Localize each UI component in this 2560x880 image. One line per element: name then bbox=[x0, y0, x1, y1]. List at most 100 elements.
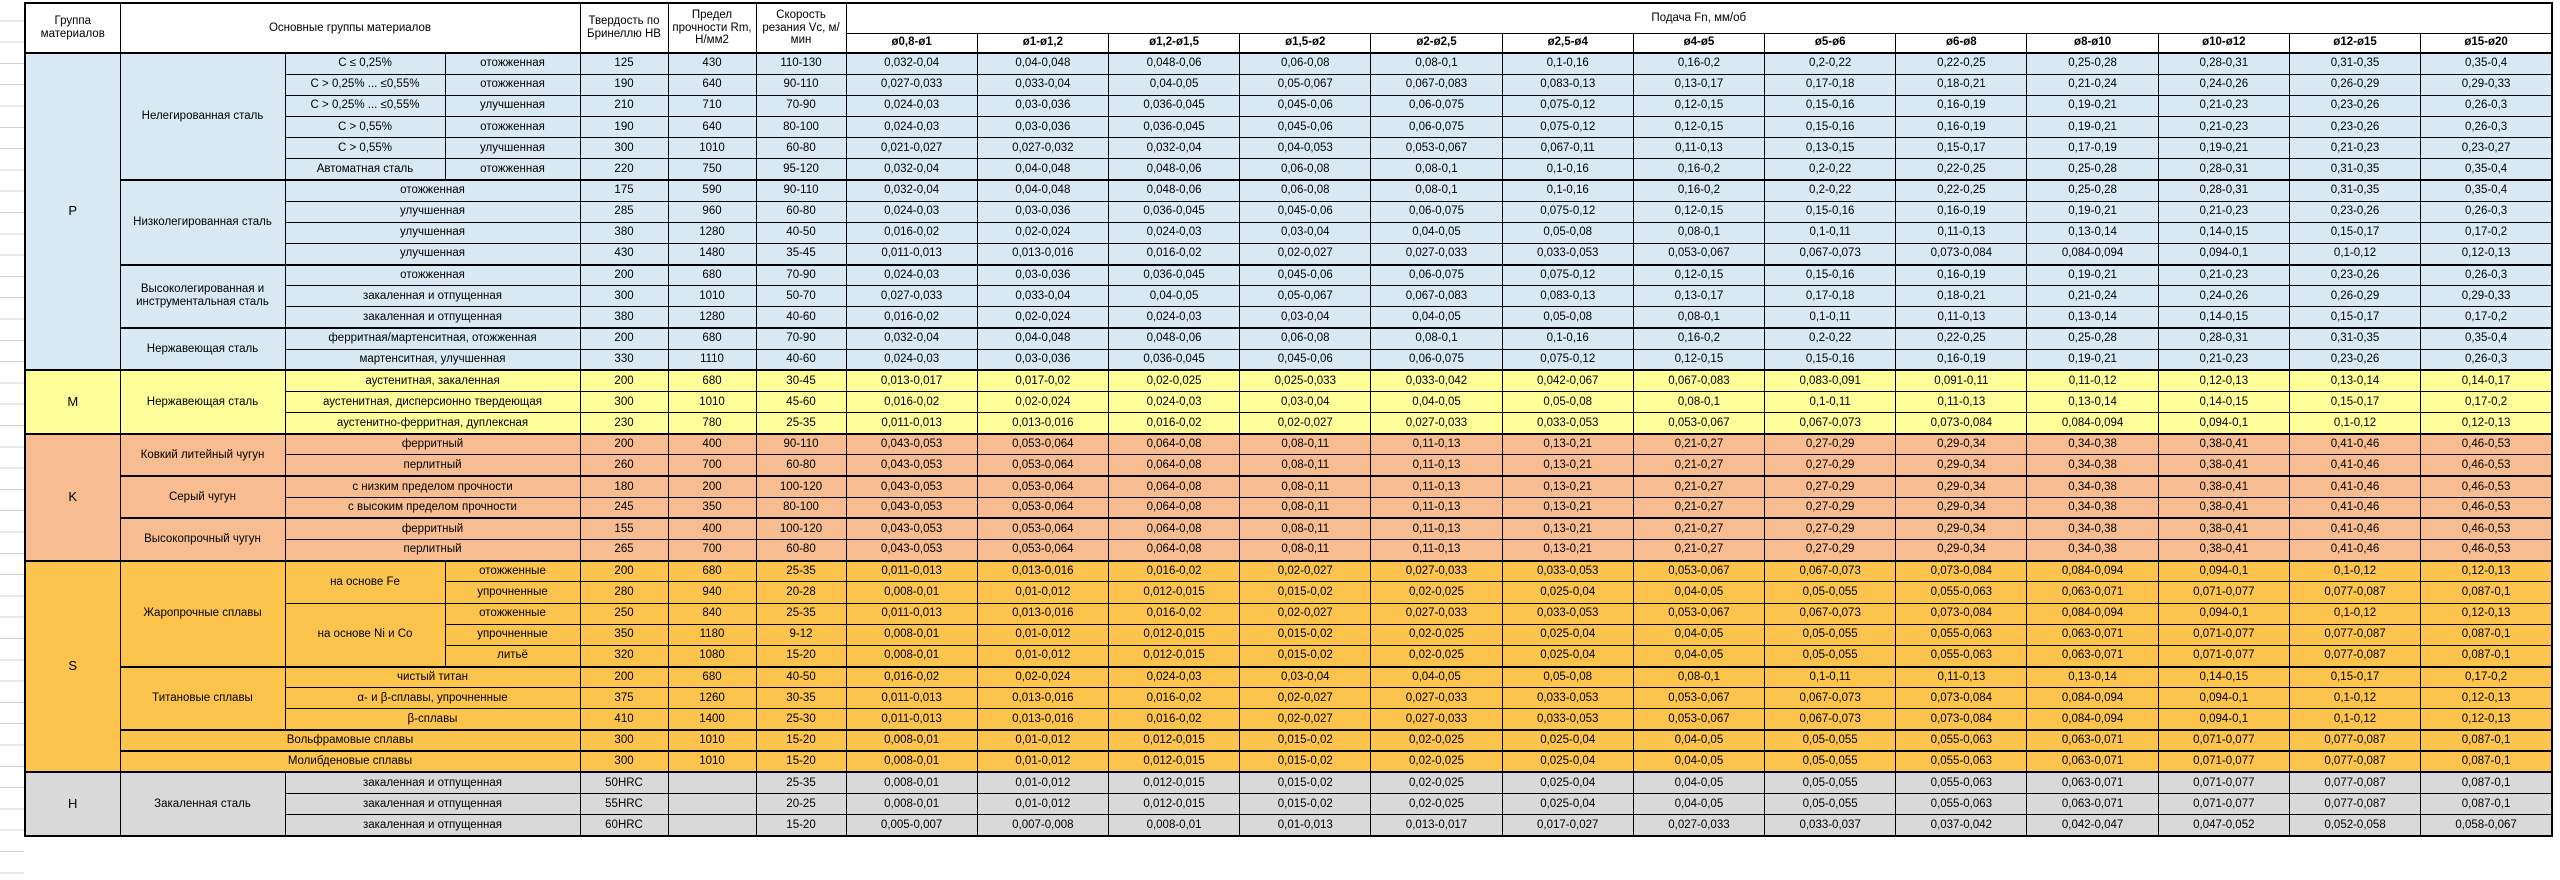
strength-cell[interactable]: 680 bbox=[667, 263, 757, 287]
hardness-cell[interactable]: 300 bbox=[579, 750, 669, 773]
feed-cell[interactable]: 0,17-0,19 bbox=[2026, 137, 2159, 160]
feed-cell[interactable]: 0,27-0,29 bbox=[1764, 432, 1897, 456]
feed-cell[interactable]: 0,13-0,14 bbox=[2026, 221, 2159, 244]
feed-cell[interactable]: 0,084-0,094 bbox=[2026, 242, 2159, 266]
feed-cell[interactable]: 0,043-0,053 bbox=[845, 454, 978, 477]
feed-cell[interactable]: 0,048-0,06 bbox=[1107, 178, 1241, 202]
feed-cell[interactable]: 0,025-0,04 bbox=[1501, 623, 1634, 646]
feed-cell[interactable]: 0,11-0,13 bbox=[1895, 306, 2028, 329]
feed-cell[interactable]: 0,008-0,01 bbox=[1107, 814, 1241, 837]
feed-cell[interactable]: 0,012-0,015 bbox=[1107, 728, 1241, 752]
col-header-diameter[interactable]: ø4-ø5 bbox=[1632, 32, 1766, 54]
feed-cell[interactable]: 0,036-0,045 bbox=[1107, 94, 1241, 117]
feed-cell[interactable]: 0,16-0,19 bbox=[1895, 200, 2028, 223]
feed-cell[interactable]: 0,1-0,12 bbox=[2288, 602, 2422, 625]
condition-cell[interactable]: отожженные bbox=[444, 559, 581, 583]
feed-cell[interactable]: 0,08-0,11 bbox=[1239, 496, 1372, 519]
material-cell[interactable]: на основе Ni и Co bbox=[284, 602, 446, 668]
strength-cell[interactable]: 1110 bbox=[667, 348, 757, 371]
strength-cell[interactable]: 960 bbox=[667, 200, 757, 223]
feed-cell[interactable]: 0,08-0,1 bbox=[1370, 158, 1503, 181]
speed-cell[interactable]: 35-45 bbox=[755, 242, 847, 266]
feed-cell[interactable]: 0,16-0,2 bbox=[1632, 51, 1766, 75]
feed-cell[interactable]: 0,087-0,1 bbox=[2420, 644, 2553, 668]
speed-cell[interactable]: 20-25 bbox=[755, 792, 847, 816]
col-header-main-groups[interactable]: Основные группы материалов bbox=[119, 2, 581, 54]
strength-cell[interactable]: 1010 bbox=[667, 137, 757, 160]
strength-cell[interactable]: 430 bbox=[667, 51, 757, 75]
feed-cell[interactable]: 0,053-0,067 bbox=[1632, 242, 1766, 266]
group-letter-cell[interactable]: P bbox=[24, 51, 121, 371]
feed-cell[interactable]: 0,073-0,084 bbox=[1895, 602, 2028, 625]
hardness-cell[interactable]: 380 bbox=[579, 221, 669, 244]
feed-cell[interactable]: 0,016-0,02 bbox=[1107, 412, 1241, 435]
feed-cell[interactable]: 0,28-0,31 bbox=[2157, 158, 2290, 181]
feed-cell[interactable]: 0,06-0,075 bbox=[1370, 115, 1503, 139]
feed-cell[interactable]: 0,26-0,29 bbox=[2288, 285, 2422, 308]
feed-cell[interactable]: 0,01-0,013 bbox=[1239, 814, 1372, 837]
feed-cell[interactable]: 0,02-0,025 bbox=[1370, 644, 1503, 668]
feed-cell[interactable]: 0,19-0,21 bbox=[2026, 94, 2159, 117]
feed-cell[interactable]: 0,042-0,047 bbox=[2026, 814, 2159, 837]
feed-cell[interactable]: 0,23-0,26 bbox=[2288, 115, 2422, 139]
feed-cell[interactable]: 0,024-0,03 bbox=[845, 200, 978, 223]
feed-cell[interactable]: 0,045-0,06 bbox=[1239, 115, 1372, 139]
hardness-cell[interactable]: 320 bbox=[579, 644, 669, 668]
feed-cell[interactable]: 0,04-0,05 bbox=[1370, 306, 1503, 329]
feed-cell[interactable]: 0,083-0,13 bbox=[1501, 73, 1634, 96]
feed-cell[interactable]: 0,22-0,25 bbox=[1895, 327, 2028, 350]
feed-cell[interactable]: 0,055-0,063 bbox=[1895, 792, 2028, 816]
feed-cell[interactable]: 0,16-0,19 bbox=[1895, 115, 2028, 139]
feed-cell[interactable]: 0,16-0,2 bbox=[1632, 158, 1766, 181]
feed-cell[interactable]: 0,13-0,14 bbox=[2026, 306, 2159, 329]
feed-cell[interactable]: 0,06-0,08 bbox=[1239, 178, 1372, 202]
strength-cell[interactable]: 1260 bbox=[667, 687, 757, 710]
speed-cell[interactable]: 25-35 bbox=[755, 559, 847, 583]
speed-cell[interactable]: 95-120 bbox=[755, 158, 847, 181]
feed-cell[interactable]: 0,21-0,27 bbox=[1632, 432, 1766, 456]
col-header-diameter[interactable]: ø1,2-ø1,5 bbox=[1107, 32, 1241, 54]
feed-cell[interactable]: 0,045-0,06 bbox=[1239, 348, 1372, 371]
feed-cell[interactable]: 0,067-0,073 bbox=[1764, 412, 1897, 435]
feed-cell[interactable]: 0,015-0,02 bbox=[1239, 644, 1372, 668]
feed-cell[interactable]: 0,17-0,2 bbox=[2420, 306, 2553, 329]
feed-cell[interactable]: 0,08-0,1 bbox=[1370, 327, 1503, 350]
feed-cell[interactable]: 0,053-0,067 bbox=[1632, 412, 1766, 435]
feed-cell[interactable]: 0,14-0,15 bbox=[2157, 665, 2290, 689]
feed-cell[interactable]: 0,29-0,34 bbox=[1895, 517, 2028, 541]
feed-cell[interactable]: 0,016-0,02 bbox=[845, 390, 978, 414]
hardness-cell[interactable]: 50HRC bbox=[579, 771, 669, 794]
feed-cell[interactable]: 0,21-0,23 bbox=[2157, 200, 2290, 223]
feed-cell[interactable]: 0,08-0,1 bbox=[1370, 178, 1503, 202]
material-cell[interactable]: упрочненные bbox=[444, 623, 581, 646]
feed-cell[interactable]: 0,02-0,027 bbox=[1239, 708, 1372, 731]
subgroup-cell[interactable]: отожженная bbox=[284, 263, 581, 287]
strength-cell[interactable]: 840 bbox=[667, 602, 757, 625]
feed-cell[interactable]: 0,12-0,13 bbox=[2157, 369, 2290, 393]
feed-cell[interactable]: 0,008-0,01 bbox=[845, 644, 978, 668]
feed-cell[interactable]: 0,015-0,02 bbox=[1239, 581, 1372, 604]
feed-cell[interactable]: 0,047-0,052 bbox=[2157, 814, 2290, 837]
hardness-cell[interactable]: 155 bbox=[579, 517, 669, 541]
feed-cell[interactable]: 0,1-0,11 bbox=[1764, 390, 1897, 414]
feed-cell[interactable]: 0,46-0,53 bbox=[2420, 454, 2553, 477]
feed-cell[interactable]: 0,067-0,11 bbox=[1501, 137, 1634, 160]
speed-cell[interactable]: 70-90 bbox=[755, 94, 847, 117]
feed-cell[interactable]: 0,043-0,053 bbox=[845, 539, 978, 562]
feed-cell[interactable]: 0,12-0,13 bbox=[2420, 708, 2553, 731]
feed-cell[interactable]: 0,094-0,1 bbox=[2157, 687, 2290, 710]
feed-cell[interactable]: 0,084-0,094 bbox=[2026, 602, 2159, 625]
feed-cell[interactable]: 0,016-0,02 bbox=[1107, 242, 1241, 266]
strength-cell[interactable]: 1010 bbox=[667, 728, 757, 752]
hardness-cell[interactable]: 285 bbox=[579, 200, 669, 223]
feed-cell[interactable]: 0,06-0,08 bbox=[1239, 158, 1372, 181]
strength-cell[interactable]: 200 bbox=[667, 475, 757, 498]
speed-cell[interactable]: 90-110 bbox=[755, 178, 847, 202]
feed-cell[interactable]: 0,005-0,007 bbox=[845, 814, 978, 837]
feed-cell[interactable]: 0,06-0,075 bbox=[1370, 200, 1503, 223]
feed-cell[interactable]: 0,067-0,083 bbox=[1370, 73, 1503, 96]
speed-cell[interactable]: 9-12 bbox=[755, 623, 847, 646]
condition-cell[interactable]: отожженная bbox=[444, 73, 581, 96]
feed-cell[interactable]: 0,012-0,015 bbox=[1107, 771, 1241, 794]
feed-cell[interactable]: 0,22-0,25 bbox=[1895, 158, 2028, 181]
